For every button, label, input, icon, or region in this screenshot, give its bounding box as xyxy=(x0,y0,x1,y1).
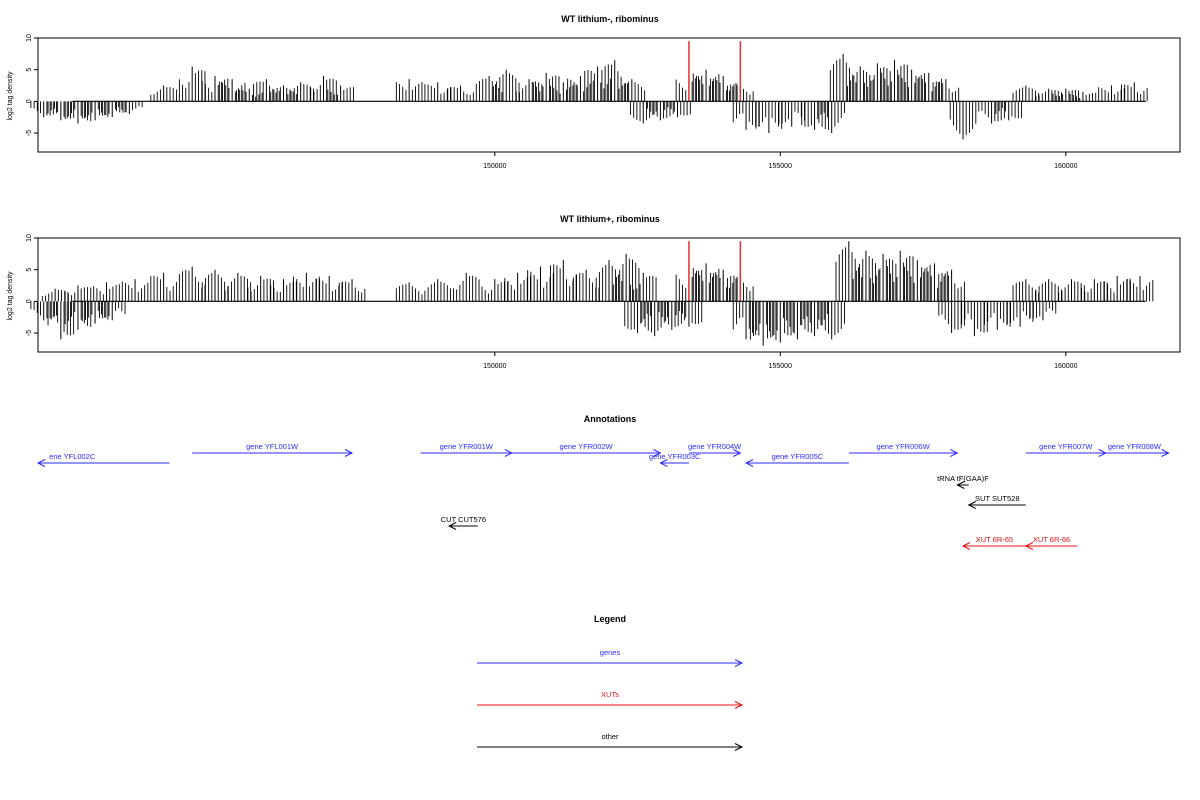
annotation-label: gene YFR008W xyxy=(1108,442,1162,451)
y-axis-label: log2 tag density xyxy=(7,271,14,321)
arrow-head xyxy=(734,701,744,709)
y-tick-label: 0 xyxy=(26,99,33,103)
y-tick-label: 10 xyxy=(26,34,33,42)
arrow-head xyxy=(653,449,662,457)
legend-title: Legend xyxy=(594,614,626,624)
annotation-label: CUT CUT576 xyxy=(441,515,486,524)
annotation-features: ene YFL002C gene YFL001W gene YFR001W gene … xyxy=(36,442,1170,550)
annotation-label: gene YFR006W xyxy=(876,442,930,451)
legend-label: genes xyxy=(600,648,621,657)
annotation-label: XUT 6R-66 xyxy=(1033,535,1070,544)
arrow-head xyxy=(36,459,46,467)
arrow-head xyxy=(734,659,744,667)
arrow-head xyxy=(961,542,971,550)
annotation-arrow xyxy=(659,459,689,467)
density-bars xyxy=(30,241,1154,346)
legend-label: other xyxy=(601,732,619,741)
arrow-head xyxy=(744,459,754,467)
annotations-panel: Annotations ene YFL002C gene YFL001W gene … xyxy=(36,414,1170,550)
arrow-head xyxy=(956,481,965,489)
y-tick-label: 10 xyxy=(26,234,33,242)
annotation-label: ene YFL002C xyxy=(49,452,96,461)
annotation-label: gene YFR004W xyxy=(688,442,742,451)
annotation-label: tRNA tF(GAA)F xyxy=(937,474,989,483)
arrow-head xyxy=(344,449,354,457)
plot-frame xyxy=(37,37,1181,153)
annotation-label: gene YFR007W xyxy=(1039,442,1093,451)
x-tick-label: 160000 xyxy=(1054,363,1077,370)
arrow-head xyxy=(448,522,457,530)
annotation-arrow xyxy=(967,501,1026,509)
annotation-arrow xyxy=(956,481,969,489)
x-tick-label: 155000 xyxy=(769,163,792,170)
annotation-label: gene YFR001W xyxy=(440,442,494,451)
highlight-lines xyxy=(688,41,742,102)
annotation-label: SUT SUT528 xyxy=(975,494,1019,503)
panel-title: WT lithium+, ribominus xyxy=(560,214,660,224)
x-tick-label: 160000 xyxy=(1054,163,1077,170)
annotation-arrow xyxy=(848,449,959,457)
legend-arrow xyxy=(477,743,744,751)
annotation-arrow xyxy=(744,459,849,467)
highlight-lines xyxy=(688,241,742,302)
annotation-label: gene YFR003C xyxy=(649,452,701,461)
annotation-arrow xyxy=(688,449,742,457)
panel-title: WT lithium-, ribominus xyxy=(561,14,659,24)
annotation-label: gene YFR002W xyxy=(560,442,614,451)
y-axis-label: log2 tag density xyxy=(7,71,14,121)
annotation-arrow xyxy=(961,542,1026,550)
annotations-title: Annotations xyxy=(584,414,637,424)
track-panel-lithium-minus: WT lithium-, ribominus log2 tag density … xyxy=(7,14,1181,170)
y-axis: -5 0 5 10 xyxy=(26,234,38,336)
y-tick-label: 5 xyxy=(26,68,33,72)
annotation-arrow xyxy=(36,459,170,467)
x-axis: 150000 155000 160000 xyxy=(483,352,1078,370)
x-tick-label: 150000 xyxy=(483,163,506,170)
annotation-arrow xyxy=(511,449,662,457)
annotation-arrow xyxy=(1105,449,1170,457)
annotation-label: XUT 6R-65 xyxy=(976,535,1013,544)
y-tick-label: 5 xyxy=(26,268,33,272)
legend-entries: genes XUTs other xyxy=(477,648,744,751)
arrow-head xyxy=(733,449,742,457)
plot-frame xyxy=(37,237,1181,353)
annotation-label: gene YFR005C xyxy=(772,452,824,461)
legend-arrow xyxy=(477,659,744,667)
track-panel-lithium-plus: WT lithium+, ribominus log2 tag density … xyxy=(7,214,1181,370)
arrow-head xyxy=(659,459,668,467)
y-axis: -5 0 5 10 xyxy=(26,34,38,136)
y-tick-label: -5 xyxy=(26,130,33,136)
annotation-arrow xyxy=(448,522,478,530)
annotation-arrow xyxy=(192,449,354,457)
y-tick-label: 0 xyxy=(26,299,33,303)
x-tick-label: 155000 xyxy=(769,363,792,370)
x-tick-label: 150000 xyxy=(483,363,506,370)
density-bars xyxy=(30,53,1148,140)
arrow-head xyxy=(950,449,959,457)
annotation-label: gene YFL001W xyxy=(246,442,299,451)
annotation-arrow xyxy=(1024,542,1078,550)
arrow-head xyxy=(734,743,744,751)
legend-panel: Legend genes XUTs other xyxy=(477,614,744,751)
arrow-head xyxy=(967,501,976,509)
legend-label: XUTs xyxy=(601,690,619,699)
arrow-head xyxy=(1161,449,1170,457)
x-axis: 150000 155000 160000 xyxy=(483,152,1078,170)
arrow-head xyxy=(1024,542,1034,550)
y-tick-label: -5 xyxy=(26,330,33,336)
legend-arrow xyxy=(477,701,744,709)
